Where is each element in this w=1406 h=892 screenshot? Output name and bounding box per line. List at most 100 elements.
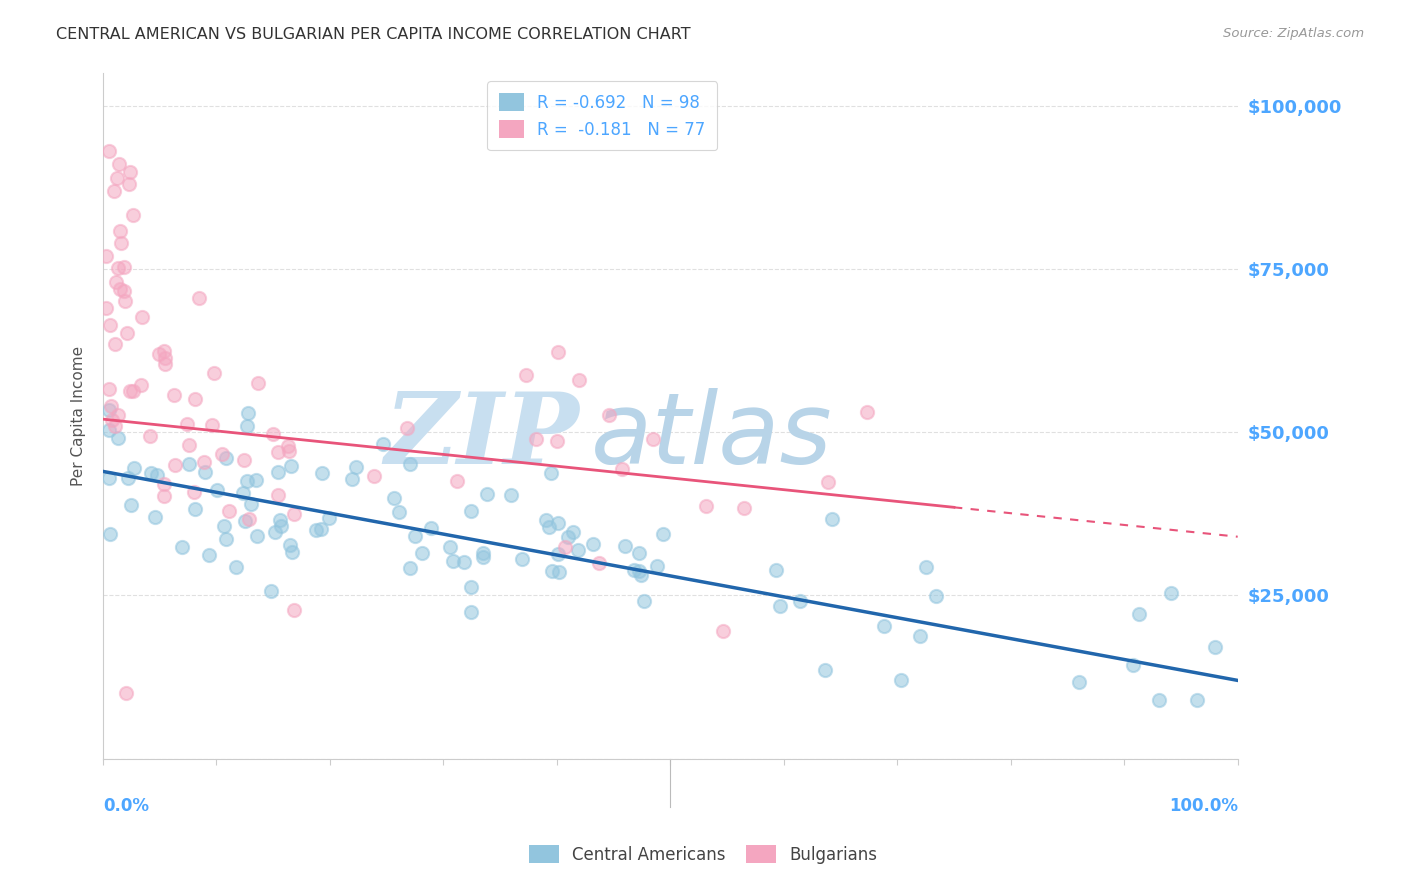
Point bbox=[215, 450, 238, 465]
Text: 100.0%: 100.0% bbox=[1168, 797, 1237, 814]
Point bbox=[122, 461, 145, 475]
Point bbox=[534, 513, 557, 527]
Point bbox=[562, 524, 585, 539]
Point bbox=[765, 563, 787, 577]
Point bbox=[855, 405, 877, 419]
Point bbox=[711, 624, 734, 639]
Point bbox=[98, 527, 121, 541]
Point bbox=[238, 406, 260, 420]
Point bbox=[97, 470, 120, 484]
Point bbox=[441, 554, 464, 568]
Point bbox=[148, 346, 170, 360]
Point bbox=[890, 673, 912, 687]
Point bbox=[460, 605, 482, 619]
Point bbox=[541, 564, 564, 578]
Point bbox=[184, 502, 207, 516]
Point bbox=[554, 541, 576, 555]
Point bbox=[245, 473, 267, 487]
Point bbox=[101, 413, 124, 427]
Point bbox=[873, 619, 896, 633]
Point bbox=[388, 505, 411, 519]
Point bbox=[215, 533, 238, 547]
Point bbox=[318, 510, 340, 524]
Point bbox=[98, 382, 121, 396]
Point bbox=[471, 546, 494, 560]
Point bbox=[122, 208, 145, 222]
Point bbox=[262, 426, 284, 441]
Point bbox=[371, 437, 394, 451]
Text: ZIP: ZIP bbox=[384, 388, 579, 484]
Point bbox=[925, 590, 948, 604]
Point bbox=[170, 541, 193, 555]
Point bbox=[110, 235, 132, 250]
Point bbox=[138, 429, 160, 443]
Point bbox=[114, 686, 136, 700]
Point bbox=[398, 457, 420, 471]
Point bbox=[225, 559, 247, 574]
Point bbox=[176, 417, 198, 431]
Point bbox=[695, 500, 717, 514]
Point bbox=[165, 458, 187, 472]
Point bbox=[628, 564, 651, 578]
Point bbox=[557, 530, 579, 544]
Point bbox=[108, 282, 131, 296]
Point bbox=[643, 432, 665, 446]
Point bbox=[177, 457, 200, 471]
Point bbox=[107, 408, 129, 422]
Point bbox=[270, 519, 292, 533]
Point bbox=[547, 516, 569, 530]
Point bbox=[582, 537, 605, 551]
Point bbox=[395, 421, 418, 435]
Point bbox=[238, 512, 260, 526]
Point bbox=[183, 485, 205, 500]
Point bbox=[202, 366, 225, 380]
Point bbox=[627, 546, 650, 560]
Point bbox=[120, 498, 142, 512]
Point bbox=[118, 384, 141, 398]
Point bbox=[623, 563, 645, 577]
Point bbox=[472, 549, 495, 564]
Point bbox=[547, 345, 569, 359]
Point bbox=[630, 568, 652, 582]
Point bbox=[821, 511, 844, 525]
Point bbox=[420, 520, 443, 534]
Point bbox=[914, 559, 936, 574]
Point bbox=[143, 510, 166, 524]
Point bbox=[177, 438, 200, 452]
Point bbox=[236, 474, 259, 488]
Point bbox=[120, 165, 142, 179]
Point bbox=[363, 468, 385, 483]
Point bbox=[188, 291, 211, 305]
Point bbox=[538, 520, 561, 534]
Point bbox=[277, 443, 299, 458]
Point bbox=[1128, 607, 1150, 621]
Point bbox=[546, 434, 568, 449]
Point bbox=[153, 489, 176, 503]
Point bbox=[153, 477, 176, 491]
Point bbox=[205, 483, 228, 498]
Point bbox=[100, 399, 122, 413]
Point bbox=[108, 224, 131, 238]
Text: 0.0%: 0.0% bbox=[103, 797, 149, 814]
Point bbox=[651, 526, 673, 541]
Point bbox=[633, 594, 655, 608]
Point bbox=[280, 538, 302, 552]
Point bbox=[1069, 674, 1091, 689]
Point bbox=[107, 261, 129, 276]
Point bbox=[232, 485, 254, 500]
Point bbox=[153, 357, 176, 371]
Point bbox=[141, 466, 163, 480]
Point bbox=[96, 249, 118, 263]
Point bbox=[610, 462, 633, 476]
Point bbox=[1160, 586, 1182, 600]
Point bbox=[233, 515, 256, 529]
Point bbox=[108, 156, 131, 170]
Point bbox=[212, 519, 235, 533]
Point bbox=[567, 373, 589, 387]
Point bbox=[477, 487, 499, 501]
Point bbox=[598, 408, 620, 422]
Point bbox=[105, 171, 128, 186]
Point bbox=[97, 403, 120, 417]
Point bbox=[1147, 693, 1170, 707]
Point bbox=[733, 501, 755, 516]
